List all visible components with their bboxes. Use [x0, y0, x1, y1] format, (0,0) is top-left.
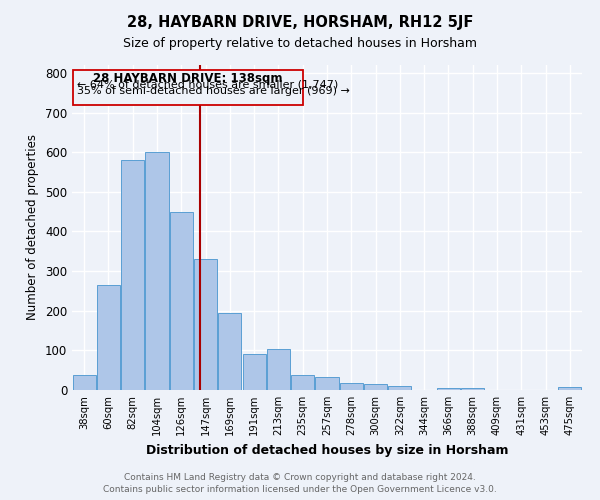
Bar	[121, 160, 144, 390]
Bar	[242, 354, 266, 390]
Bar	[461, 388, 484, 390]
Text: Contains public sector information licensed under the Open Government Licence v3: Contains public sector information licen…	[103, 485, 497, 494]
Bar	[437, 388, 460, 390]
Bar	[73, 375, 95, 390]
Text: 28, HAYBARN DRIVE, HORSHAM, RH12 5JF: 28, HAYBARN DRIVE, HORSHAM, RH12 5JF	[127, 15, 473, 30]
FancyBboxPatch shape	[73, 70, 303, 104]
Bar	[145, 152, 169, 390]
Bar	[388, 386, 412, 390]
Bar	[170, 212, 193, 390]
Bar	[97, 285, 120, 390]
Y-axis label: Number of detached properties: Number of detached properties	[26, 134, 40, 320]
Text: Contains HM Land Registry data © Crown copyright and database right 2024.: Contains HM Land Registry data © Crown c…	[124, 474, 476, 482]
Bar	[364, 384, 387, 390]
Bar	[559, 387, 581, 390]
Text: ← 64% of detached houses are smaller (1,747): ← 64% of detached houses are smaller (1,…	[77, 80, 338, 90]
Bar	[267, 349, 290, 390]
Bar	[316, 377, 338, 390]
Bar	[340, 384, 363, 390]
Bar	[291, 375, 314, 390]
Bar	[218, 312, 241, 390]
Text: 35% of semi-detached houses are larger (969) →: 35% of semi-detached houses are larger (…	[77, 86, 350, 96]
Text: 28 HAYBARN DRIVE: 138sqm: 28 HAYBARN DRIVE: 138sqm	[93, 72, 283, 85]
X-axis label: Distribution of detached houses by size in Horsham: Distribution of detached houses by size …	[146, 444, 508, 456]
Bar	[194, 259, 217, 390]
Text: Size of property relative to detached houses in Horsham: Size of property relative to detached ho…	[123, 38, 477, 51]
